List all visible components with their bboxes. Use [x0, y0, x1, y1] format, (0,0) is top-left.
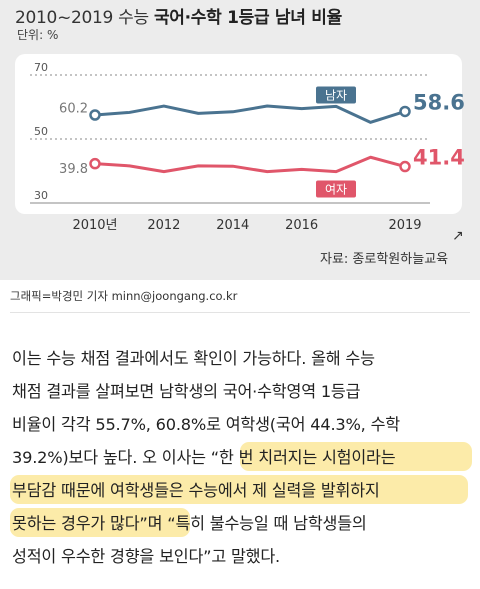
article-line: 비율이 각각 55.7%, 60.8%로 여학생(국어 44.3%, 수학 — [12, 415, 400, 434]
title-main: 국어·수학 1등급 남녀 비율 — [153, 8, 342, 28]
highlight-mark — [10, 508, 190, 537]
article-line: 부담감 때문에 여학생들은 수능에서 제 실력을 발휘하지 — [12, 481, 380, 500]
article-line: 39.2%)보다 높다. 오 이사는 “한 번 치러지는 시험이라는 — [12, 448, 396, 467]
article-line: 못하는 경우가 많다”며 “특히 불수능일 때 남학생들의 — [12, 514, 367, 533]
chart-panel: 2010~2019 수능 국어·수학 1등급 남녀 비율 단위: % 30 50 7… — [0, 0, 480, 280]
chart-title: 2010~2019 수능 국어·수학 1등급 남녀 비율 — [15, 3, 342, 28]
data-label: 41.4 — [413, 146, 465, 170]
y-tick-label: 70 — [34, 61, 48, 74]
legend-label: 남자 — [325, 88, 347, 102]
data-point — [89, 157, 101, 170]
article-line: 채점 결과를 살펴보면 남학생의 국어·수학영역 1등급 — [12, 382, 361, 401]
data-point — [89, 109, 101, 121]
data-label: 60.2 — [59, 102, 88, 117]
expand-icon[interactable]: ↗︎ — [452, 228, 464, 244]
data-point — [399, 105, 411, 118]
source-label: 자료: 종로학원하늘교육 — [320, 252, 449, 267]
data-label: 58.6 — [413, 90, 465, 114]
graphic-credit: 그래픽=박경민 기자 minn@joongang.co.kr — [10, 289, 238, 303]
y-tick-label: 50 — [34, 125, 48, 138]
highlight-mark — [10, 475, 468, 504]
article-body: 이는 수능 채점 결과에서도 확인이 가능하다. 올해 수능 채점 결과를 살펴… — [12, 342, 474, 573]
x-tick-label: 2014 — [216, 218, 249, 233]
legend-swatch — [316, 86, 356, 104]
line-chart: 30 50 70 2010년 2012 2014 2016 2019 60.2 58.6 남자 39.… — [30, 61, 465, 233]
legend-swatch — [316, 180, 356, 198]
article-line: 이는 수능 채점 결과에서도 확인이 가능하다. 올해 수능 — [12, 349, 375, 368]
unit-label: 단위: % — [17, 28, 59, 42]
plot-area — [15, 54, 462, 214]
x-tick-label: 2016 — [285, 218, 318, 233]
x-tick-label: 2019 — [388, 218, 421, 233]
article-line: 성적이 우수한 경향을 보인다”고 말했다. — [12, 547, 280, 566]
title-prefix: 2010~2019 수능 — [15, 8, 149, 28]
y-tick-label: 30 — [34, 189, 48, 202]
x-tick-label: 2012 — [147, 218, 180, 233]
data-label: 39.8 — [59, 162, 88, 177]
series-line — [94, 104, 406, 124]
data-point — [399, 160, 411, 173]
series-line — [94, 155, 406, 174]
x-tick-label: 2010년 — [72, 218, 117, 233]
divider — [10, 312, 470, 313]
highlight-mark — [240, 442, 472, 471]
legend-label: 여자 — [325, 183, 347, 197]
